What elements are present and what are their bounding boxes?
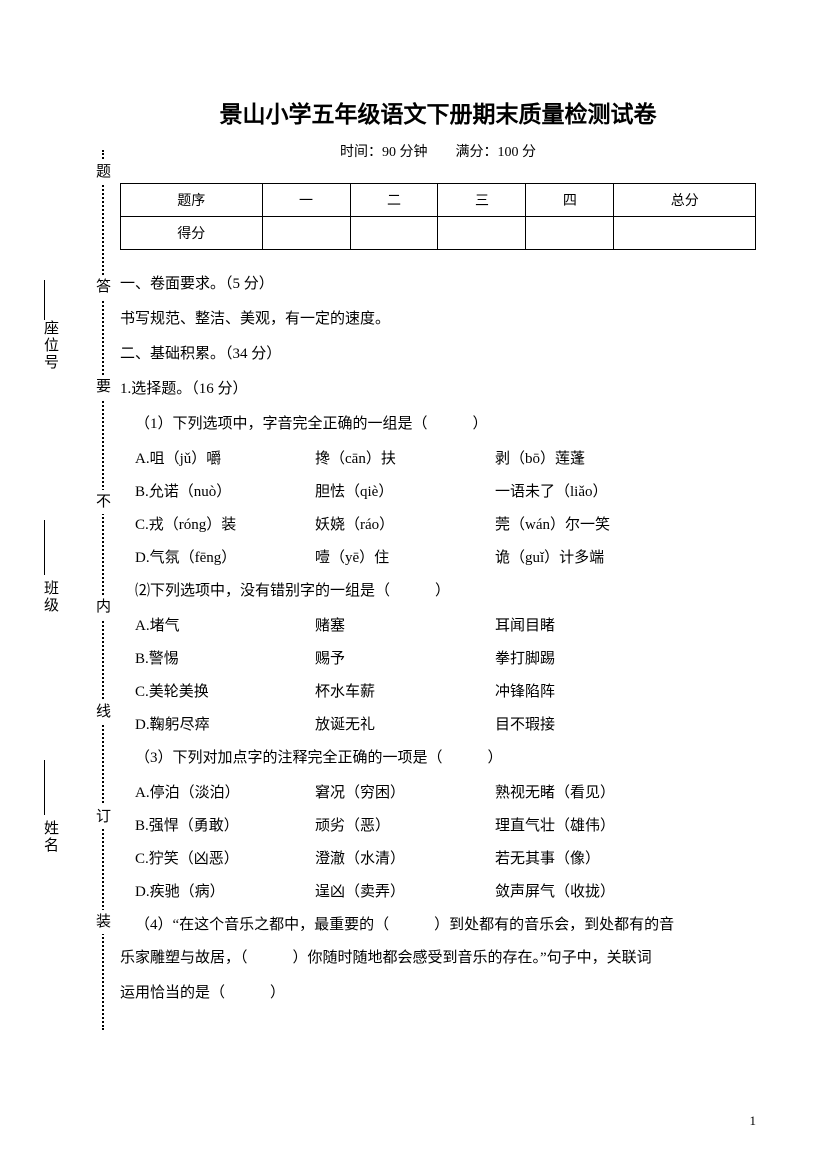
option: 赐予 <box>315 643 495 676</box>
option: D.疾驰（病） <box>135 876 315 909</box>
table-cell <box>438 217 526 250</box>
option-row: C.戎（róng）装 妖娆（ráo） 莞（wán）尔一笑 <box>120 509 756 542</box>
table-cell <box>262 217 350 250</box>
question-text: 运用恰当的是（ ） <box>120 977 756 1010</box>
option: D.鞠躬尽瘁 <box>135 709 315 742</box>
option: C.美轮美换 <box>135 676 315 709</box>
question-text: 乐家雕塑与故居，（ ）你随时随地都会感受到音乐的存在。”句子中，关联词 <box>120 942 756 975</box>
question-text: （4）“在这个音乐之都中，最重要的（ ）到处都有的音乐会，到处都有的音 <box>120 909 756 942</box>
option: 熟视无睹（看见） <box>495 777 756 810</box>
option: 拳打脚踢 <box>495 643 756 676</box>
option: 莞（wán）尔一笑 <box>495 509 756 542</box>
option: 若无其事（像） <box>495 843 756 876</box>
table-header: 一 <box>262 184 350 217</box>
option: 妖娆（ráo） <box>315 509 495 542</box>
option-row: C.狞笑（凶恶） 澄澈（水清） 若无其事（像） <box>120 843 756 876</box>
option-row: D.气氛（fēng） 噎（yē）住 诡（guǐ）计多端 <box>120 542 756 575</box>
option: 剥（bō）莲蓬 <box>495 443 756 476</box>
option-row: B.强悍（勇敢） 顽劣（恶） 理直气壮（雄伟） <box>120 810 756 843</box>
option: 赌塞 <box>315 610 495 643</box>
question-stem: （1）下列选项中，字音完全正确的一组是（ ） <box>120 408 756 441</box>
table-row: 得分 <box>121 217 756 250</box>
option: 澄澈（水清） <box>315 843 495 876</box>
table-cell <box>350 217 438 250</box>
option: 杯水车薪 <box>315 676 495 709</box>
section-text: 1.选择题。（16 分） <box>120 373 756 406</box>
option-row: A.堵气 赌塞 耳闻目睹 <box>120 610 756 643</box>
option: B.允诺（nuò） <box>135 476 315 509</box>
option: 顽劣（恶） <box>315 810 495 843</box>
option: B.警惕 <box>135 643 315 676</box>
option: 放诞无礼 <box>315 709 495 742</box>
option: C.戎（róng）装 <box>135 509 315 542</box>
option: 胆怯（qiè） <box>315 476 495 509</box>
score-table: 题序 一 二 三 四 总分 得分 <box>120 183 756 250</box>
option-row: A.停泊（淡泊） 窘况（穷困） 熟视无睹（看见） <box>120 777 756 810</box>
table-header: 总分 <box>614 184 756 217</box>
option: 敛声屏气（收拢） <box>495 876 756 909</box>
section-heading: 一、卷面要求。（5 分） <box>120 268 756 301</box>
option: B.强悍（勇敢） <box>135 810 315 843</box>
table-cell <box>526 217 614 250</box>
question-stem: ⑵下列选项中，没有错别字的一组是（ ） <box>120 575 756 608</box>
table-cell: 得分 <box>121 217 263 250</box>
exam-title: 景山小学五年级语文下册期末质量检测试卷 <box>120 95 756 129</box>
question-stem: （3）下列对加点字的注释完全正确的一项是（ ） <box>120 742 756 775</box>
table-header: 四 <box>526 184 614 217</box>
option: 诡（guǐ）计多端 <box>495 542 756 575</box>
option: C.狞笑（凶恶） <box>135 843 315 876</box>
option: 噎（yē）住 <box>315 542 495 575</box>
option-row: D.鞠躬尽瘁 放诞无礼 目不瑕接 <box>120 709 756 742</box>
option: A.咀（jǔ）嚼 <box>135 443 315 476</box>
option: 窘况（穷困） <box>315 777 495 810</box>
table-header: 三 <box>438 184 526 217</box>
option: 逞凶（卖弄） <box>315 876 495 909</box>
option: 目不瑕接 <box>495 709 756 742</box>
table-header: 题序 <box>121 184 263 217</box>
table-cell <box>614 217 756 250</box>
table-header: 二 <box>350 184 438 217</box>
option-row: A.咀（jǔ）嚼 搀（cān）扶 剥（bō）莲蓬 <box>120 443 756 476</box>
option: A.停泊（淡泊） <box>135 777 315 810</box>
option-row: B.允诺（nuò） 胆怯（qiè） 一语未了（liǎo） <box>120 476 756 509</box>
page-content: 景山小学五年级语文下册期末质量检测试卷 时间：90 分钟 满分：100 分 题序… <box>0 0 826 1052</box>
option: 冲锋陷阵 <box>495 676 756 709</box>
table-row: 题序 一 二 三 四 总分 <box>121 184 756 217</box>
section-heading: 二、基础积累。（34 分） <box>120 338 756 371</box>
section-text: 书写规范、整洁、美观，有一定的速度。 <box>120 303 756 336</box>
exam-subtitle: 时间：90 分钟 满分：100 分 <box>120 141 756 161</box>
option: 搀（cān）扶 <box>315 443 495 476</box>
option: A.堵气 <box>135 610 315 643</box>
page-number: 1 <box>750 1113 757 1129</box>
option: 耳闻目睹 <box>495 610 756 643</box>
option: D.气氛（fēng） <box>135 542 315 575</box>
option: 一语未了（liǎo） <box>495 476 756 509</box>
option-row: C.美轮美换 杯水车薪 冲锋陷阵 <box>120 676 756 709</box>
option-row: D.疾驰（病） 逞凶（卖弄） 敛声屏气（收拢） <box>120 876 756 909</box>
option: 理直气壮（雄伟） <box>495 810 756 843</box>
option-row: B.警惕 赐予 拳打脚踢 <box>120 643 756 676</box>
